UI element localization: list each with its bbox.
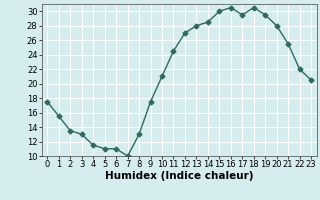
X-axis label: Humidex (Indice chaleur): Humidex (Indice chaleur) [105,171,253,181]
